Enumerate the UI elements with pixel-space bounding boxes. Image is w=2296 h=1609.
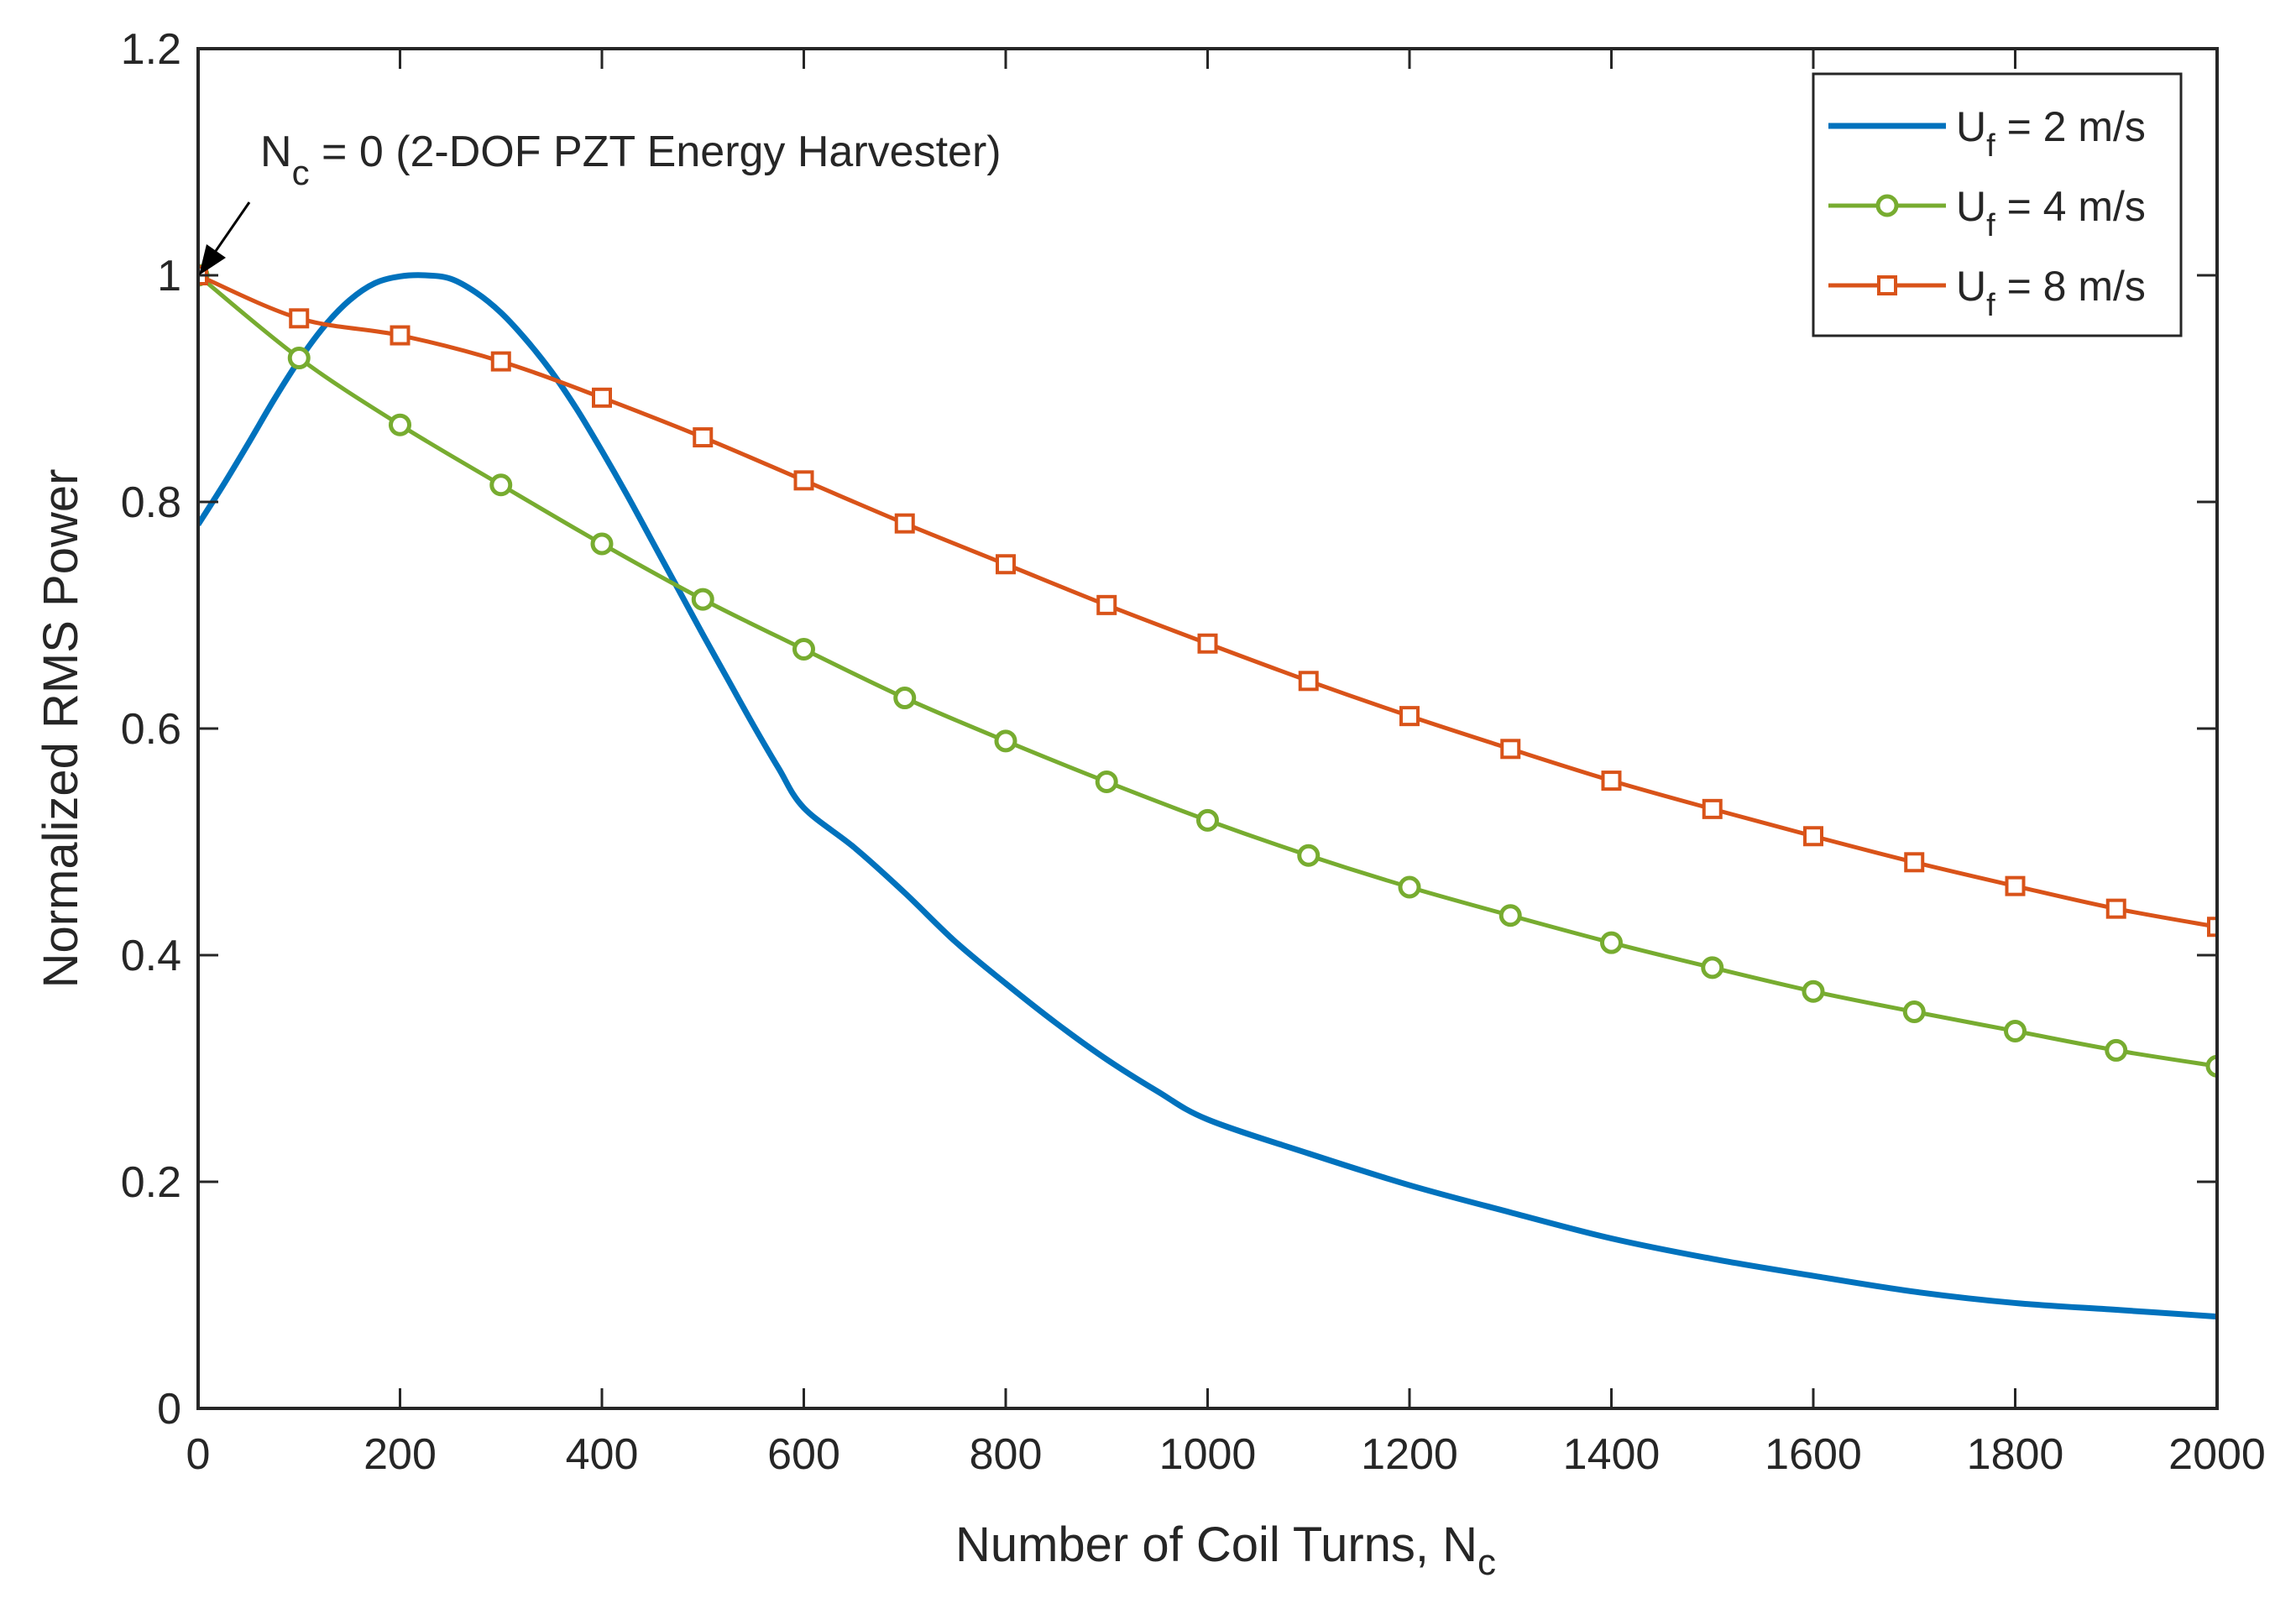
data-point-circle bbox=[2004, 1019, 2027, 1042]
data-point-circle bbox=[792, 638, 815, 661]
x-tick-label: 1200 bbox=[1361, 1430, 1458, 1479]
x-tick-label: 800 bbox=[970, 1430, 1043, 1479]
legend-entry-uf-8: Uf = 8 m/s bbox=[1828, 263, 2146, 323]
data-point-circle bbox=[1297, 844, 1321, 867]
data-point-circle bbox=[2205, 1054, 2217, 1078]
data-point-square bbox=[1500, 739, 1521, 760]
data-point-square bbox=[996, 554, 1016, 575]
legend-label-uf-2: Uf = 2 m/s bbox=[1956, 103, 2146, 164]
data-point-square bbox=[1803, 826, 1823, 847]
data-point-square bbox=[1702, 798, 1723, 819]
data-point-circle bbox=[287, 347, 311, 370]
data-point-square bbox=[1298, 671, 1319, 692]
legend-entry-uf-2: Uf = 2 m/s bbox=[1828, 103, 2146, 164]
data-point-square bbox=[1096, 594, 1117, 615]
legend-marker-circle bbox=[1875, 194, 1899, 217]
data-point-circle bbox=[1600, 931, 1623, 954]
data-point-square bbox=[793, 470, 814, 491]
data-point-square bbox=[1399, 706, 1420, 727]
data-point-circle bbox=[1095, 770, 1118, 793]
x-tick-label: 200 bbox=[363, 1430, 437, 1479]
ticks-layer: 0 200 400 600 800 1000 1200 1400 1600 1800 2000 0 0.… bbox=[121, 25, 2266, 1479]
x-tick-label: 2000 bbox=[2168, 1430, 2266, 1479]
y-tick-label: 0.6 bbox=[121, 705, 181, 754]
annotation-arrowhead bbox=[199, 244, 226, 275]
legend-entry-uf-4: Uf = 4 m/s bbox=[1828, 183, 2146, 243]
annotation: Nc = 0 (2-DOF PZT Energy Harvester) bbox=[199, 128, 1002, 275]
x-tick-label: 400 bbox=[566, 1430, 639, 1479]
y-tick-label: 0.8 bbox=[121, 478, 181, 527]
series-layer bbox=[198, 264, 2217, 1320]
data-point-circle bbox=[489, 473, 513, 497]
x-tick-label: 600 bbox=[767, 1430, 840, 1479]
data-point-circle bbox=[590, 532, 614, 556]
data-point-square bbox=[2207, 917, 2217, 938]
legend-label-uf-8: Uf = 8 m/s bbox=[1956, 263, 2146, 323]
data-point-square bbox=[693, 427, 714, 448]
series-line-1 bbox=[198, 272, 2217, 1320]
data-point-circle bbox=[994, 729, 1017, 753]
data-point-circle bbox=[1902, 1000, 1926, 1023]
data-point-square bbox=[2005, 875, 2026, 896]
y-tick-label: 1 bbox=[157, 252, 181, 300]
x-axis-title: Number of Coil Turns, Nc bbox=[955, 1518, 1496, 1583]
data-point-circle bbox=[1701, 956, 1724, 980]
x-tick-label: 1600 bbox=[1765, 1430, 1862, 1479]
data-point-circle bbox=[893, 687, 917, 710]
legend-marker-square bbox=[1877, 275, 1897, 295]
data-point-square bbox=[490, 351, 511, 372]
series-1 bbox=[198, 272, 2217, 1320]
data-point-circle bbox=[1398, 875, 1421, 899]
x-tick-label: 1000 bbox=[1159, 1430, 1257, 1479]
data-point-square bbox=[1904, 852, 1925, 873]
y-tick-label: 0 bbox=[157, 1385, 181, 1434]
data-point-square bbox=[592, 387, 612, 408]
y-tick-label: 1.2 bbox=[121, 25, 181, 74]
data-point-circle bbox=[691, 588, 714, 611]
x-tick-label: 0 bbox=[186, 1430, 211, 1479]
data-point-square bbox=[1601, 771, 1622, 791]
x-tick-label: 1400 bbox=[1563, 1430, 1661, 1479]
data-point-square bbox=[289, 308, 310, 329]
annotation-text: Nc = 0 (2-DOF PZT Energy Harvester) bbox=[260, 128, 1002, 192]
legend-label-uf-4: Uf = 4 m/s bbox=[1956, 183, 2146, 243]
data-point-circle bbox=[2105, 1038, 2128, 1062]
data-point-square bbox=[2105, 898, 2126, 919]
data-point-circle bbox=[1802, 980, 1825, 1003]
y-axis-title: Normalized RMS Power bbox=[34, 469, 88, 989]
series-2 bbox=[198, 264, 2217, 1078]
data-point-circle bbox=[1498, 904, 1522, 927]
data-point-square bbox=[390, 325, 411, 346]
data-point-circle bbox=[1196, 808, 1219, 832]
y-tick-label: 0.2 bbox=[121, 1158, 181, 1207]
legend: Uf = 2 m/s Uf = 4 m/s Uf = 8 m/s bbox=[1812, 72, 2183, 337]
data-point-circle bbox=[389, 413, 411, 436]
y-tick-label: 0.4 bbox=[121, 932, 181, 980]
data-point-square bbox=[894, 513, 915, 534]
x-tick-label: 1800 bbox=[1967, 1430, 2064, 1479]
data-point-square bbox=[1197, 633, 1218, 654]
